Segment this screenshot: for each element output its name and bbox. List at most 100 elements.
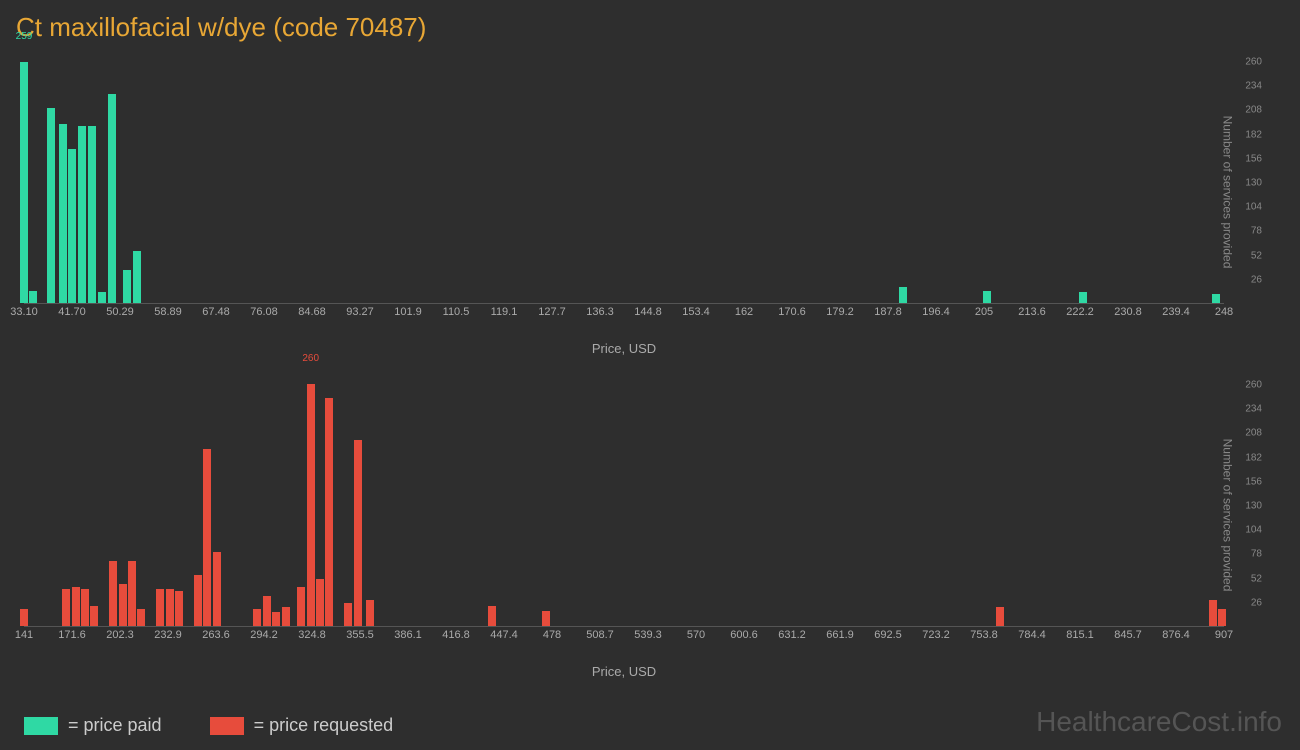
legend-label-requested: = price requested — [254, 715, 394, 736]
y-tick-label: 52 — [1251, 573, 1262, 584]
bar — [88, 126, 96, 303]
bar — [307, 384, 315, 626]
x-tick-label: 76.08 — [250, 306, 278, 318]
y-tick-label: 156 — [1245, 153, 1262, 164]
page-title: Ct maxillofacial w/dye (code 70487) — [0, 0, 1300, 43]
x-axis-title-1: Price, USD — [592, 341, 656, 356]
x-tick-label: 248 — [1215, 306, 1233, 318]
x-tick-label: 753.8 — [970, 629, 998, 641]
x-tick-label: 876.4 — [1162, 629, 1190, 641]
x-tick-label: 222.2 — [1066, 306, 1094, 318]
x-labels-2: 141171.6202.3232.9263.6294.2324.8355.538… — [24, 629, 1224, 645]
x-tick-label: 784.4 — [1018, 629, 1046, 641]
plot-area-1: 259 — [24, 62, 1224, 304]
y-tick-label: 260 — [1245, 57, 1262, 68]
bar — [90, 606, 98, 626]
x-tick-label: 110.5 — [443, 306, 470, 318]
y-tick-label: 208 — [1245, 428, 1262, 439]
bar — [137, 609, 145, 626]
bar — [194, 575, 202, 626]
x-axis-title-2: Price, USD — [592, 664, 656, 679]
y-axis-title-2: Number of services provided — [1221, 439, 1235, 592]
peak-label: 259 — [16, 31, 33, 42]
bar — [542, 611, 550, 626]
x-labels-1: 33.1041.7050.2958.8967.4876.0884.6893.27… — [24, 306, 1224, 322]
bar — [156, 589, 164, 626]
x-tick-label: 67.48 — [202, 306, 230, 318]
bar — [123, 270, 131, 304]
chart-price-paid: 259 33.1041.7050.2958.8967.4876.0884.689… — [24, 62, 1224, 322]
bar — [59, 124, 67, 303]
bar — [1209, 600, 1217, 626]
x-tick-label: 845.7 — [1114, 629, 1142, 641]
y-tick-label: 234 — [1245, 81, 1262, 92]
x-tick-label: 171.6 — [58, 629, 86, 641]
y-tick-label: 78 — [1251, 226, 1262, 237]
bar — [899, 287, 907, 303]
chart-price-requested: 260 141171.6202.3232.9263.6294.2324.8355… — [24, 385, 1224, 645]
x-tick-label: 478 — [543, 629, 561, 641]
y-tick-label: 182 — [1245, 129, 1262, 140]
x-tick-label: 661.9 — [826, 629, 854, 641]
x-tick-label: 600.6 — [730, 629, 758, 641]
bar — [108, 94, 116, 303]
x-tick-label: 386.1 — [394, 629, 422, 641]
y-tick-label: 78 — [1251, 549, 1262, 560]
x-tick-label: 196.4 — [922, 306, 950, 318]
bar — [213, 552, 221, 626]
x-tick-label: 179.2 — [826, 306, 854, 318]
x-tick-label: 141 — [15, 629, 33, 641]
bar — [1079, 292, 1087, 303]
legend-item-requested: = price requested — [210, 715, 394, 736]
bar — [1218, 609, 1226, 626]
x-tick-label: 58.89 — [154, 306, 182, 318]
x-tick-label: 101.9 — [394, 306, 422, 318]
x-tick-label: 232.9 — [154, 629, 182, 641]
y-tick-label: 260 — [1245, 380, 1262, 391]
bar — [996, 607, 1004, 626]
bar — [488, 606, 496, 626]
bar — [263, 596, 271, 626]
x-tick-label: 355.5 — [346, 629, 374, 641]
y-tick-label: 104 — [1245, 525, 1262, 536]
x-tick-label: 508.7 — [586, 629, 614, 641]
x-tick-label: 815.1 — [1066, 629, 1094, 641]
bar — [983, 291, 991, 303]
bar — [325, 398, 333, 626]
bar — [203, 449, 211, 626]
x-tick-label: 539.3 — [634, 629, 662, 641]
y-tick-label: 26 — [1251, 597, 1262, 608]
x-tick-label: 205 — [975, 306, 993, 318]
legend-item-paid: = price paid — [24, 715, 162, 736]
bar — [119, 584, 127, 626]
x-tick-label: 136.3 — [586, 306, 614, 318]
bar — [366, 600, 374, 626]
x-tick-label: 723.2 — [922, 629, 950, 641]
x-tick-label: 170.6 — [778, 306, 806, 318]
legend-label-paid: = price paid — [68, 715, 162, 736]
bar — [72, 587, 80, 626]
bar — [20, 609, 28, 626]
x-tick-label: 50.29 — [106, 306, 134, 318]
x-tick-label: 84.68 — [298, 306, 326, 318]
bar — [78, 126, 86, 303]
bar — [47, 108, 55, 303]
x-tick-label: 127.7 — [538, 306, 566, 318]
x-tick-label: 239.4 — [1162, 306, 1190, 318]
x-tick-label: 907 — [1215, 629, 1233, 641]
bar — [20, 62, 28, 303]
legend: = price paid = price requested — [24, 715, 393, 736]
y-axis-title-1: Number of services provided — [1221, 116, 1235, 269]
bar — [128, 561, 136, 626]
y-tick-label: 208 — [1245, 105, 1262, 116]
x-tick-label: 230.8 — [1114, 306, 1142, 318]
bar — [68, 149, 76, 303]
x-tick-label: 119.1 — [491, 306, 518, 318]
y-tick-label: 130 — [1245, 178, 1262, 189]
bar — [29, 291, 37, 303]
x-tick-label: 570 — [687, 629, 705, 641]
bar — [344, 603, 352, 626]
peak-label: 260 — [302, 353, 319, 364]
x-tick-label: 631.2 — [778, 629, 806, 641]
swatch-requested — [210, 717, 244, 735]
